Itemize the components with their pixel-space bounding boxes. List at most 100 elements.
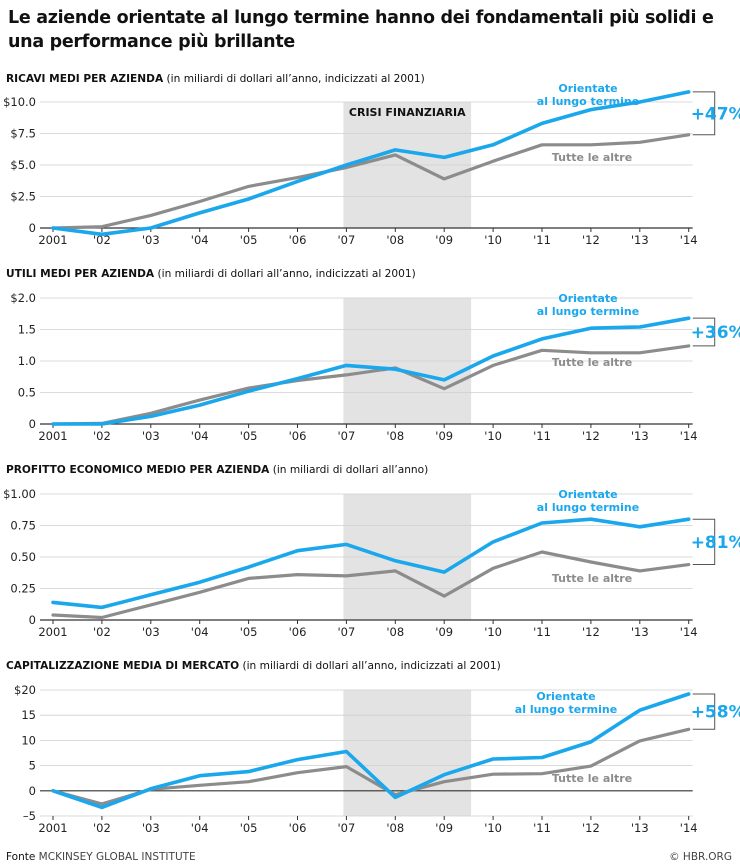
- x-tick-label: '11: [533, 821, 551, 835]
- x-tick-label: '04: [191, 821, 209, 835]
- series-label-others: Tutte le altre: [552, 772, 632, 785]
- y-tick-label: 0.75: [10, 519, 36, 533]
- series-label-long-term-2: al lungo termine: [537, 95, 639, 108]
- x-tick-label: '04: [191, 625, 209, 639]
- chart-market-cap: –5 0 5 10 15 $20 2001 '02 '03 '04 '05 '06 '07 '08 '09 '…: [14, 683, 740, 835]
- growth-annotation: +81%: [691, 533, 740, 553]
- growth-annotation: +47%: [691, 104, 740, 124]
- growth-bracket: [692, 91, 716, 136]
- x-tick-label: '02: [93, 233, 111, 247]
- x-tick-label: '06: [289, 625, 307, 639]
- chart-revenue: CRISI FINANZIARIA 0 $2.5 $5.0 $7.5 $10.0 2001 '…: [3, 82, 740, 247]
- x-tick-label: '02: [93, 821, 111, 835]
- y-tick-label: $10.0: [3, 95, 36, 109]
- x-tick-label: '03: [142, 429, 160, 443]
- series-line-others: [51, 133, 691, 230]
- x-tick-label: '12: [582, 233, 600, 247]
- x-tick-label: 2001: [38, 821, 67, 835]
- x-tick-label: '10: [484, 233, 502, 247]
- footer-source: Fonte MCKINSEY GLOBAL INSTITUTE: [6, 851, 196, 863]
- x-tick-label: '09: [435, 429, 453, 443]
- footer-credit: © HBR.ORG: [669, 851, 732, 863]
- y-tick-label: 0: [29, 784, 36, 798]
- y-tick-label: –5: [23, 809, 36, 823]
- chart-1-title-sub: (in miliardi di dollari all’anno, indici…: [166, 73, 425, 85]
- x-tick-label: 2001: [38, 625, 67, 639]
- x-tick-label: '11: [533, 625, 551, 639]
- x-tick-label: '12: [582, 429, 600, 443]
- x-tick-label: '06: [289, 233, 307, 247]
- x-tick-label: '02: [93, 625, 111, 639]
- x-tick-label: '10: [484, 821, 502, 835]
- crisis-label: CRISI FINANZIARIA: [349, 106, 466, 119]
- x-tick-label: '07: [338, 233, 356, 247]
- chart-1-title: RICAVI MEDI PER AZIENDA (in miliardi di …: [6, 73, 425, 85]
- chart-3-title-main: PROFITTO ECONOMICO MEDIO PER AZIENDA: [6, 464, 270, 476]
- y-tick-label: 0.25: [10, 582, 36, 596]
- x-tick-label: 2001: [38, 429, 67, 443]
- x-tick-label: '03: [142, 821, 160, 835]
- y-tick-label: 0: [29, 613, 36, 627]
- y-tick-label: $2.0: [10, 291, 36, 305]
- chart-profits: 0 0.5 1.0 1.5 $2.0 2001 '02 '03 '04 '05 '06 '07 '08 '…: [10, 291, 740, 443]
- x-tick-label: '07: [338, 625, 356, 639]
- y-tick-label: 10: [21, 733, 36, 747]
- x-tick-label: '08: [386, 625, 404, 639]
- series-label-long-term-1: Orientate: [558, 82, 617, 95]
- x-tick-label: '05: [240, 821, 258, 835]
- crisis-band: [343, 690, 472, 816]
- x-tick-label: '09: [435, 233, 453, 247]
- x-tick-label: '06: [289, 429, 307, 443]
- y-tick-label: 1.5: [18, 323, 36, 337]
- chart-4-title: CAPITALIZZAZIONE MEDIA DI MERCATO (in mi…: [6, 660, 501, 672]
- y-tick-label: $5.0: [10, 158, 36, 172]
- y-tick-label: 15: [21, 708, 36, 722]
- series-label-long-term-1: Orientate: [558, 292, 617, 305]
- x-tick-label: '08: [386, 821, 404, 835]
- growth-bracket: [692, 518, 716, 566]
- series-label-long-term-2: al lungo termine: [515, 703, 617, 716]
- y-tick-label: $7.5: [10, 127, 36, 141]
- x-tick-label: '12: [582, 821, 600, 835]
- series-label-long-term-1: Orientate: [536, 690, 595, 703]
- x-tick-label: '02: [93, 429, 111, 443]
- chart-1-title-main: RICAVI MEDI PER AZIENDA: [6, 73, 164, 85]
- x-tick-label: '11: [533, 429, 551, 443]
- x-tick-label: '05: [240, 625, 258, 639]
- y-tick-label: $20: [14, 683, 36, 697]
- x-tick-label: '09: [435, 821, 453, 835]
- x-tick-label: '10: [484, 429, 502, 443]
- series-line-others: [51, 727, 691, 806]
- footer-source-label: Fonte: [6, 851, 36, 863]
- x-tick-label: '10: [484, 625, 502, 639]
- x-tick-label: '13: [631, 821, 649, 835]
- series-line-others: [51, 550, 691, 620]
- series-line-long-term: [51, 517, 691, 610]
- series-label-others: Tutte le altre: [552, 151, 632, 164]
- series-line-others: [51, 344, 691, 426]
- y-tick-label: 5: [29, 759, 36, 773]
- growth-bracket: [692, 317, 716, 347]
- series-label-long-term-1: Orientate: [558, 488, 617, 501]
- y-tick-label: 0: [29, 417, 36, 431]
- chart-4-title-sub: (in miliardi di dollari all’anno, indici…: [242, 660, 501, 672]
- x-tick-label: '08: [386, 233, 404, 247]
- chart-economic-profit: 0 0.25 0.50 0.75 $1.00 2001 '02 '03 '04 '05 '06 '07…: [3, 487, 740, 639]
- series-line-long-term: [51, 90, 691, 237]
- chart-3-title: PROFITTO ECONOMICO MEDIO PER AZIENDA (in…: [6, 464, 428, 476]
- x-tick-label: '04: [191, 233, 209, 247]
- x-tick-label: '04: [191, 429, 209, 443]
- x-tick-label: '12: [582, 625, 600, 639]
- chart-2-title-sub: (in miliardi di dollari all’anno, indici…: [157, 268, 416, 280]
- x-tick-label: '11: [533, 233, 551, 247]
- x-tick-label: 2001: [38, 233, 67, 247]
- x-tick-label: '06: [289, 821, 307, 835]
- x-tick-label: '13: [631, 429, 649, 443]
- y-tick-label: $2.5: [10, 190, 36, 204]
- x-tick-label: '07: [338, 821, 356, 835]
- headline: Le aziende orientate al lungo termine ha…: [8, 8, 714, 52]
- x-tick-label: '14: [680, 821, 698, 835]
- x-tick-label: '03: [142, 625, 160, 639]
- x-tick-label: '08: [386, 429, 404, 443]
- y-tick-label: 0.5: [18, 386, 36, 400]
